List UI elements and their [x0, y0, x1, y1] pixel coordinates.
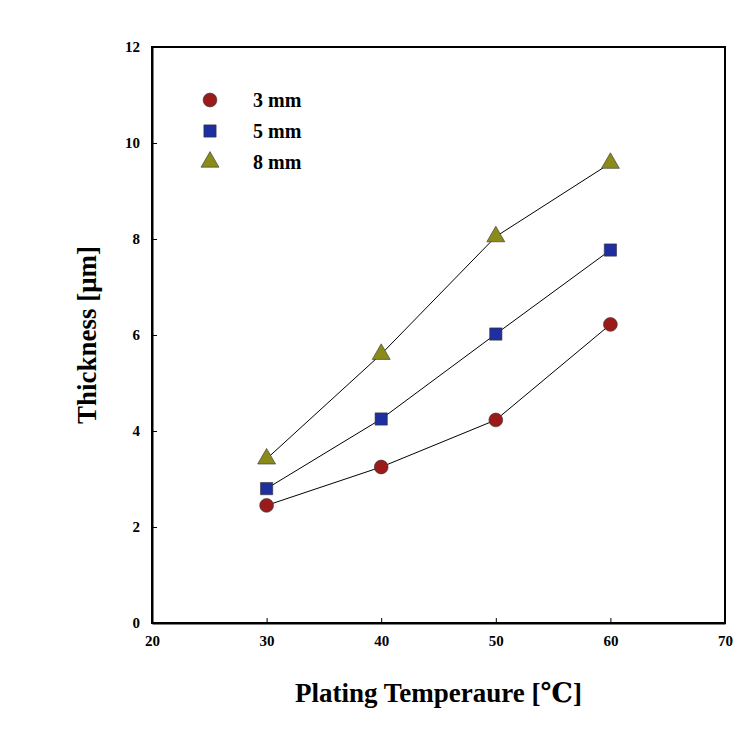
tick-mark — [496, 618, 497, 623]
tick-mark — [725, 618, 726, 623]
chart: 20 30 40 50 60 70 0 2 4 6 8 10 12 3 mm 5 mm 8 mm Plating… — [0, 0, 755, 740]
marker — [374, 460, 388, 474]
tick: 6 — [133, 327, 158, 343]
y-axis: 0 2 4 6 8 10 12 — [125, 39, 157, 631]
tick-mark — [152, 431, 157, 432]
tick-mark — [610, 618, 611, 623]
tick-label: 70 — [718, 633, 733, 649]
marker — [260, 498, 274, 512]
tick-label: 0 — [133, 615, 141, 631]
tick: 8 — [133, 231, 158, 247]
marker — [604, 244, 616, 256]
plot: 20 30 40 50 60 70 0 2 4 6 8 10 12 3 mm 5 mm 8 mm — [125, 39, 733, 648]
tick-label: 12 — [125, 39, 140, 55]
tick-label: 10 — [125, 135, 140, 151]
marker — [260, 482, 272, 494]
tick-label: 8 — [133, 231, 141, 247]
tick: 0 — [133, 615, 158, 631]
legend-label: 5 mm — [253, 120, 302, 142]
tick-mark — [152, 335, 157, 336]
series-line — [267, 250, 611, 489]
marker — [258, 448, 276, 464]
x-axis: 20 30 40 50 60 70 — [145, 618, 733, 649]
legend-marker — [204, 125, 216, 137]
tick: 40 — [374, 618, 389, 649]
tick-mark — [152, 239, 157, 240]
tick: 10 — [125, 135, 157, 151]
legend-item: 8 mm — [201, 151, 302, 173]
tick-mark — [152, 623, 157, 624]
tick-label: 2 — [133, 519, 141, 535]
tick-label: 40 — [374, 633, 389, 649]
marker — [603, 318, 617, 332]
series-line — [267, 163, 611, 459]
x-axis-title: Plating Temperaure [℃] — [295, 678, 582, 708]
tick-label: 60 — [603, 633, 618, 649]
marker — [375, 413, 387, 425]
tick-label: 50 — [489, 633, 504, 649]
tick-label: 4 — [133, 423, 141, 439]
data-layer — [258, 153, 620, 513]
marker — [489, 413, 503, 427]
axis-line — [153, 623, 726, 625]
marker — [601, 153, 619, 169]
tick-mark — [152, 527, 157, 528]
marker — [487, 226, 505, 242]
legend-item: 3 mm — [203, 89, 302, 111]
marker — [372, 344, 390, 360]
legend-marker — [201, 152, 219, 168]
tick-mark — [267, 618, 268, 623]
tick-label: 6 — [133, 327, 141, 343]
legend-label: 3 mm — [253, 89, 302, 111]
tick: 4 — [133, 423, 158, 439]
legend: 3 mm 5 mm 8 mm — [201, 89, 302, 173]
tick: 60 — [603, 618, 618, 649]
tick: 70 — [718, 618, 733, 649]
legend-label: 8 mm — [253, 151, 302, 173]
legend-item: 5 mm — [204, 120, 302, 142]
marker — [490, 328, 502, 340]
tick: 30 — [260, 618, 275, 649]
tick-mark — [152, 143, 157, 144]
tick-mark — [381, 618, 382, 623]
tick: 50 — [489, 618, 504, 649]
tick: 2 — [133, 519, 158, 535]
tick-mark — [152, 47, 157, 48]
series-line — [267, 324, 611, 505]
tick-label: 30 — [260, 633, 275, 649]
plot-frame — [152, 47, 725, 623]
y-axis-title: Thickness [μm] — [72, 246, 102, 424]
tick: 12 — [125, 39, 157, 55]
legend-marker — [203, 93, 217, 107]
tick-label: 20 — [145, 633, 160, 649]
